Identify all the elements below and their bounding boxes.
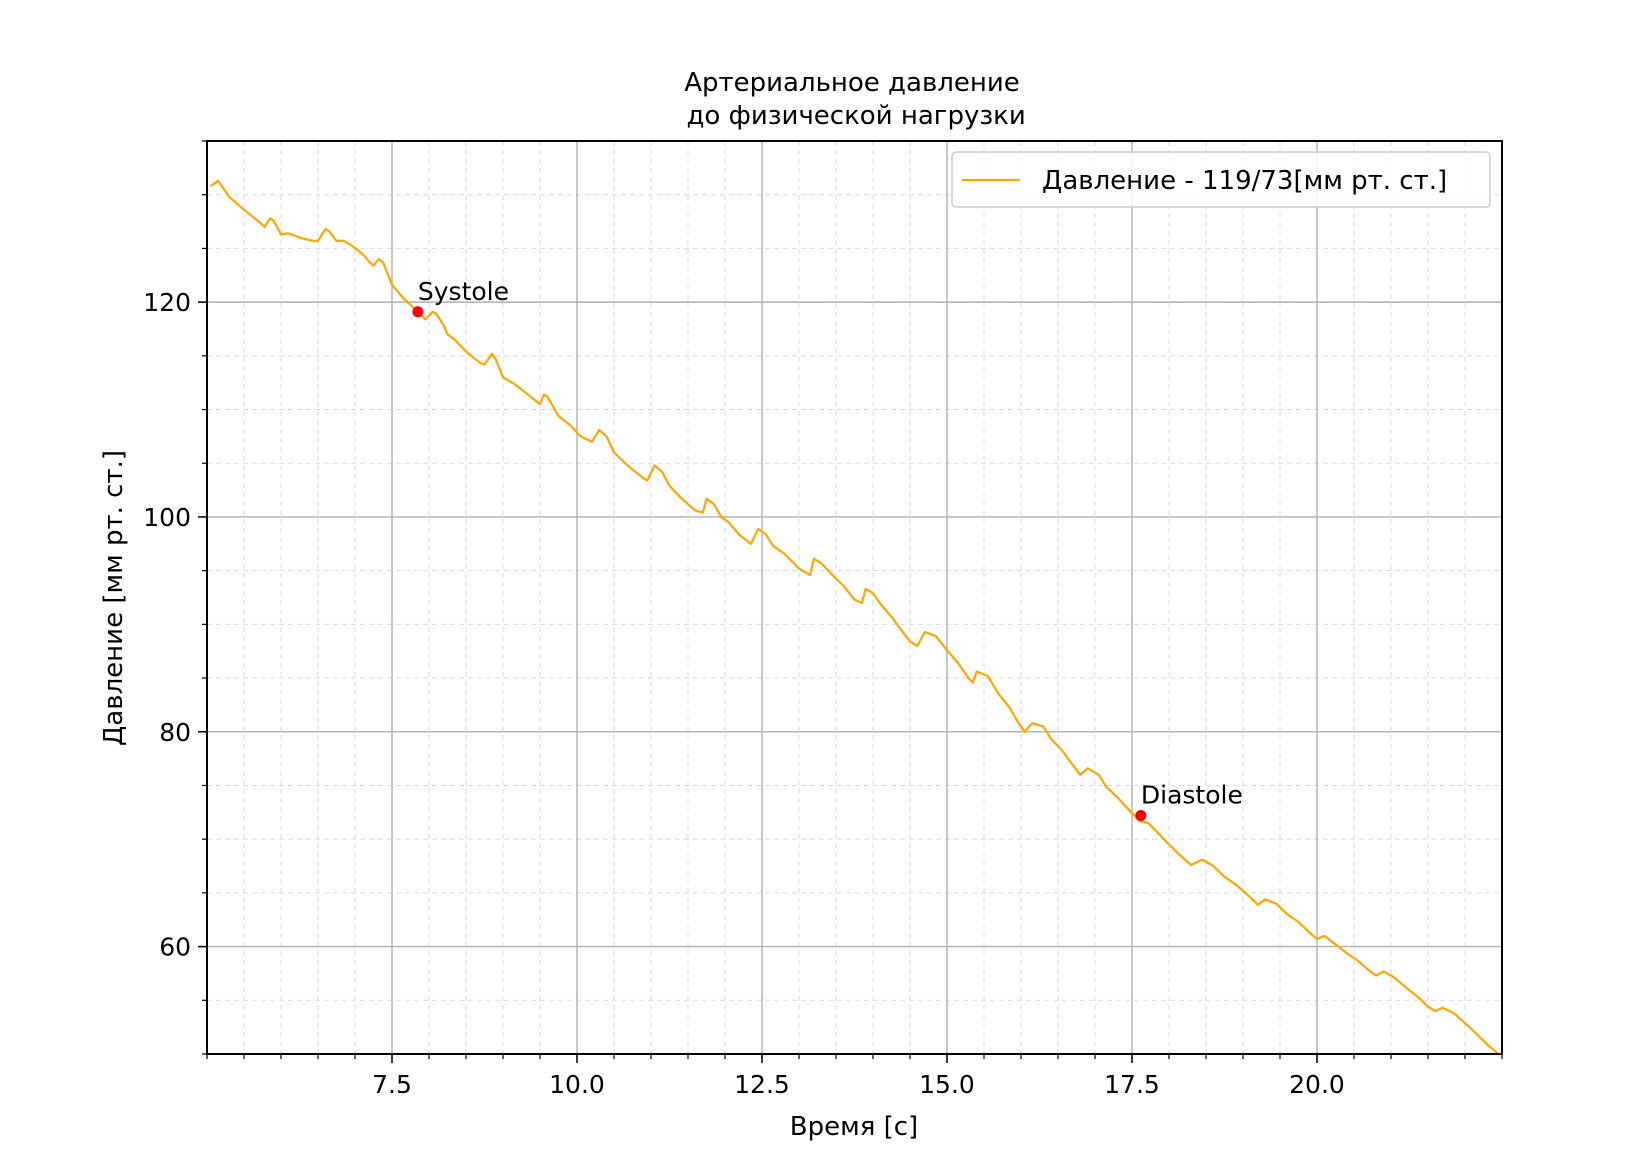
pressure-series-line — [210, 179, 1502, 1054]
legend-box — [951, 151, 1491, 208]
chart-title-line2: до физической нагрузки — [678, 101, 1026, 131]
x-tick-label: 7.5 — [372, 1070, 412, 1099]
plot-area-frame — [206, 140, 1503, 1055]
diastole-marker — [1135, 810, 1147, 822]
major-grid — [207, 141, 1502, 1054]
diastole-label: Diastole — [1141, 781, 1243, 810]
x-tick-label: 10.0 — [549, 1070, 605, 1099]
x-tick-label: 15.0 — [919, 1070, 975, 1099]
x-axis-label: Время [с] — [790, 1112, 918, 1142]
x-tick-label: 20.0 — [1289, 1070, 1345, 1099]
y-tick-label: 80 — [159, 718, 191, 747]
systole-label: Systole — [418, 277, 509, 306]
systole-marker — [412, 306, 424, 318]
y-axis-label: Давление [мм рт. ст.] — [99, 450, 129, 746]
legend-label: Давление - 119/73[мм рт. ст.] — [1042, 166, 1447, 196]
x-tick-label: 17.5 — [1104, 1070, 1160, 1099]
y-tick-label: 60 — [159, 933, 191, 962]
legend: Давление - 119/73[мм рт. ст.] — [951, 151, 1491, 208]
y-tick-label: 120 — [143, 288, 191, 317]
annotation-layer: Systole Diastole — [412, 277, 1243, 822]
y-tick-label: 100 — [143, 503, 191, 532]
series-layer — [210, 179, 1502, 1054]
tick-labels: 7.5 10.0 12.5 15.0 17.5 20.0 60 80 100 120 — [143, 288, 1345, 1099]
x-tick-label: 12.5 — [734, 1070, 790, 1099]
chart-title-line1: Артериальное давление — [684, 68, 1020, 98]
minor-grid — [206, 140, 1503, 1055]
